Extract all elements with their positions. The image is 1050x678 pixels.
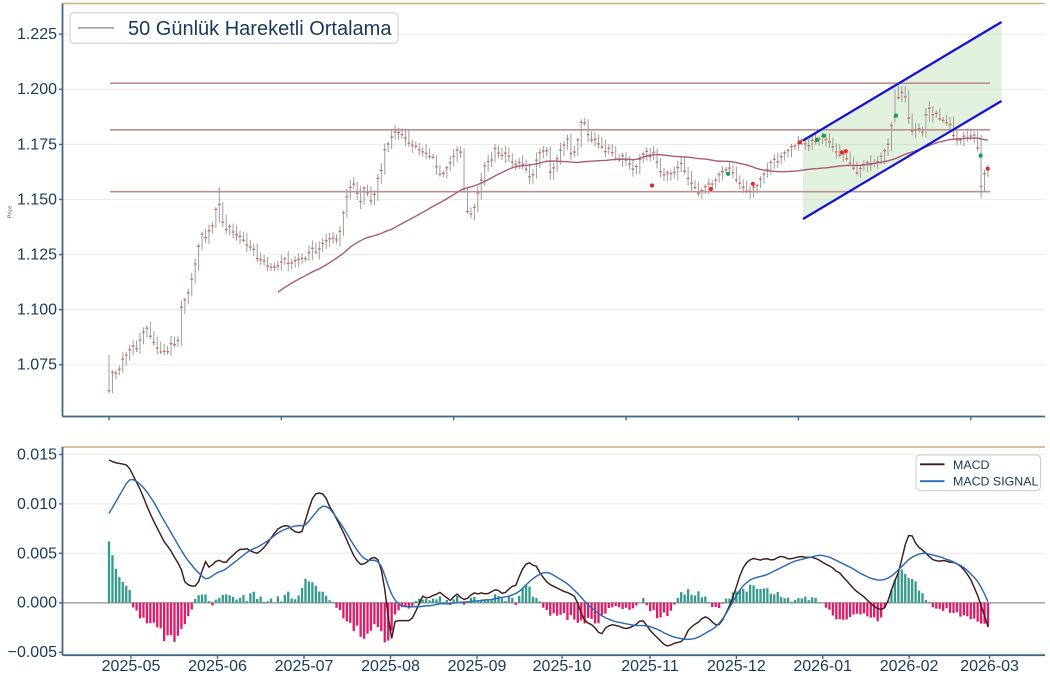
svg-text:1.100: 1.100 (17, 302, 57, 319)
svg-text:0.010: 0.010 (17, 496, 57, 513)
svg-text:MACD: MACD (953, 458, 990, 472)
svg-text:1.150: 1.150 (17, 191, 57, 208)
svg-text:2026-01: 2026-01 (793, 658, 852, 675)
svg-text:50 Günlük Hareketli Ortalama: 50 Günlük Hareketli Ortalama (128, 18, 392, 40)
svg-text:MACD SIGNAL: MACD SIGNAL (953, 474, 1038, 488)
svg-text:2025-07: 2025-07 (275, 658, 334, 675)
svg-text:2025-05: 2025-05 (102, 658, 161, 675)
svg-text:Price: Price (8, 206, 14, 219)
svg-text:1.125: 1.125 (17, 247, 57, 264)
svg-text:0.015: 0.015 (17, 446, 57, 463)
svg-text:2025-11: 2025-11 (621, 658, 679, 675)
svg-text:2026-03: 2026-03 (960, 658, 1019, 675)
svg-text:2025-06: 2025-06 (188, 658, 247, 675)
svg-text:1.200: 1.200 (17, 81, 57, 98)
svg-text:1.175: 1.175 (17, 136, 57, 153)
svg-text:1.075: 1.075 (17, 357, 57, 374)
svg-text:1.225: 1.225 (17, 26, 57, 43)
svg-text:0.000: 0.000 (17, 595, 57, 612)
svg-text:2025-08: 2025-08 (361, 658, 420, 675)
svg-text:2025-09: 2025-09 (448, 658, 507, 675)
svg-text:0.005: 0.005 (17, 545, 57, 562)
svg-text:−0.005: −0.005 (8, 644, 57, 661)
svg-text:2025-12: 2025-12 (707, 658, 766, 675)
svg-text:2026-02: 2026-02 (880, 658, 939, 675)
svg-text:2025-10: 2025-10 (533, 658, 592, 675)
